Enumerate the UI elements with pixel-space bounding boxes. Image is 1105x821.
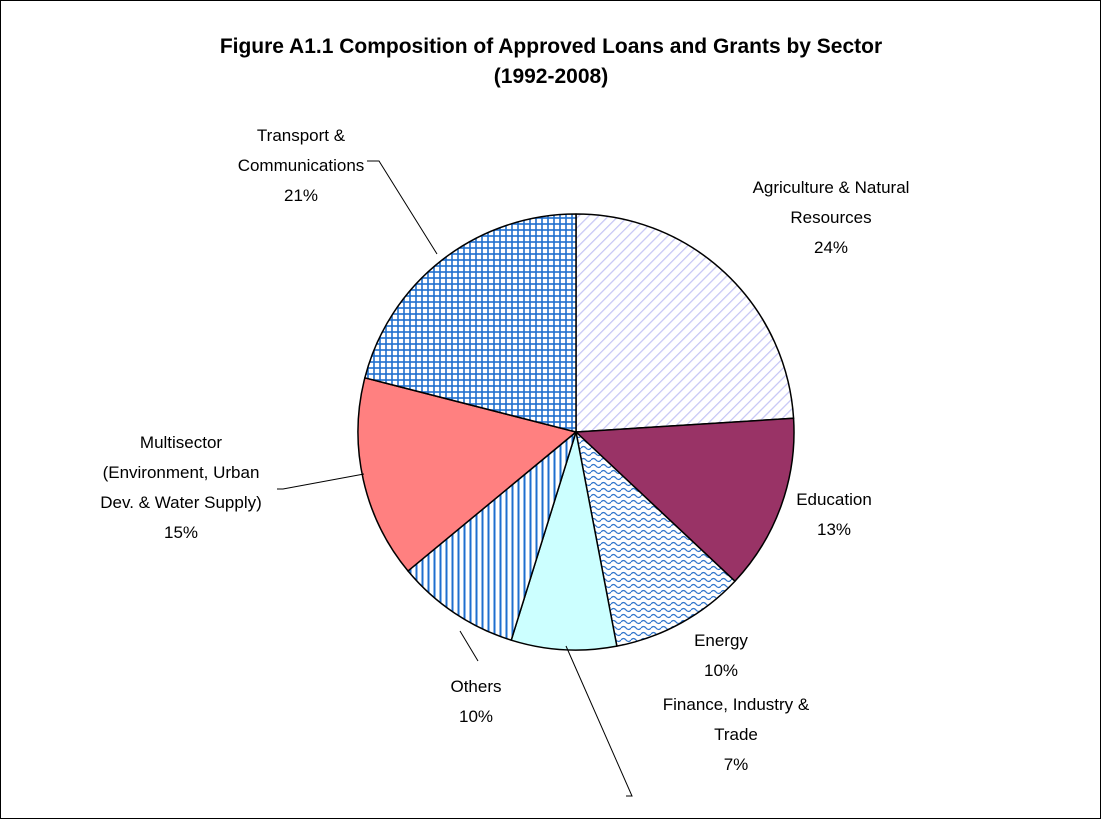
pie-slice-energy xyxy=(575,431,736,647)
slice-value-label: 13% xyxy=(817,520,851,539)
slice-labels: Agriculture & Natural Resources 24% Educati… xyxy=(100,126,909,774)
slice-value-label: 10% xyxy=(704,661,738,680)
chart-title-line-2: (1992-2008) xyxy=(494,65,608,88)
pie-slices xyxy=(357,213,795,651)
leader-lines xyxy=(277,160,633,797)
slice-name-line: Finance, Industry & xyxy=(663,695,810,714)
slice-name-line: Agriculture & Natural xyxy=(753,178,910,197)
pie-slice-multisector-environment-urban-dev-water-supply xyxy=(357,377,577,572)
slice-name-line: Transport & xyxy=(257,126,346,145)
pie-slice-finance-industry-trade xyxy=(510,431,618,651)
slice-value-label: 10% xyxy=(459,707,493,726)
leader-line-multisector-environment-urban-dev-water-supply xyxy=(277,473,365,490)
leader-line-transport-communications xyxy=(367,160,438,255)
slice-name-line: Others xyxy=(450,677,501,696)
pie-slice-education xyxy=(575,417,795,582)
slice-label-transport-communications: Transport & Communications 21% xyxy=(238,126,365,205)
pie-slice-agriculture-natural-resources xyxy=(575,213,795,433)
slice-label-energy: Energy 10% xyxy=(694,631,748,680)
chart-title-line-1: Figure A1.1 Composition of Approved Loan… xyxy=(220,35,882,58)
slice-value-label: 7% xyxy=(724,755,749,774)
slice-label-multisector-environment-urban-dev-water-supply: Multisector (Environment, Urban Dev. & Wat… xyxy=(100,433,262,542)
slice-name-line: Multisector xyxy=(140,433,223,452)
slice-name-line: Trade xyxy=(714,725,758,744)
slice-value-label: 24% xyxy=(814,238,848,257)
leader-line-finance-industry-trade xyxy=(565,645,633,797)
slice-value-label: 15% xyxy=(164,523,198,542)
slice-value-label: 21% xyxy=(284,186,318,205)
slice-name-line: Energy xyxy=(694,631,748,650)
slice-name-line: Resources xyxy=(790,208,871,227)
slice-name-line: Dev. & Water Supply) xyxy=(100,493,262,512)
slice-label-agriculture-natural-resources: Agriculture & Natural Resources 24% xyxy=(753,178,910,257)
slice-label-education: Education 13% xyxy=(796,490,872,539)
slice-label-others: Others 10% xyxy=(450,677,501,726)
leader-line-others xyxy=(459,630,479,662)
slice-label-finance-industry-trade: Finance, Industry & Trade 7% xyxy=(663,695,810,774)
slice-name-line: (Environment, Urban xyxy=(103,463,260,482)
pie-slice-others xyxy=(407,431,577,641)
pie-slice-transport-communications xyxy=(364,213,577,433)
slice-name-line: Communications xyxy=(238,156,365,175)
slice-name-line: Education xyxy=(796,490,872,509)
